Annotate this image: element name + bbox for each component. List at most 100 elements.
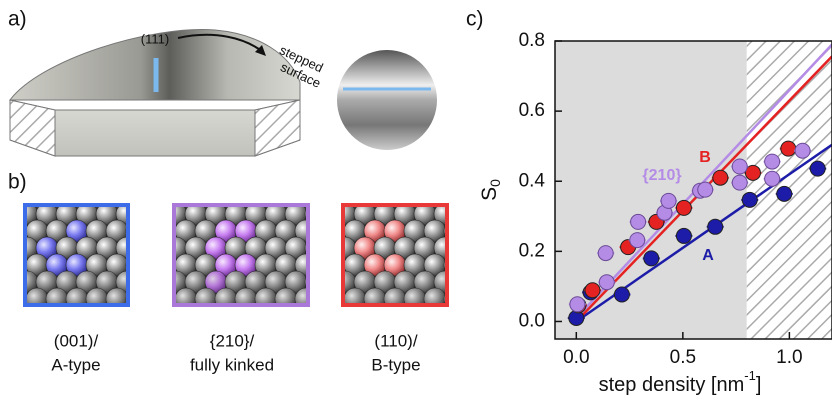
atom	[284, 270, 306, 294]
atom	[423, 253, 445, 277]
panel-label: b)	[8, 171, 27, 194]
atom-tile	[145, 203, 337, 310]
atom	[423, 287, 445, 303]
atom	[314, 271, 336, 293]
atom	[115, 270, 126, 294]
series-label: B	[699, 149, 711, 166]
atom	[0, 271, 18, 293]
data-point	[780, 140, 797, 157]
plot-frame	[554, 40, 832, 340]
panel-label: a)	[8, 8, 27, 31]
plot-area	[567, 43, 832, 326]
atom	[105, 253, 126, 277]
x-axis-label: step density [nm-1]	[599, 368, 762, 396]
data-point	[675, 227, 692, 244]
data-point	[569, 296, 586, 313]
atom	[294, 287, 306, 303]
atom	[304, 208, 306, 220]
panel-label: c)	[466, 8, 484, 31]
atom	[145, 203, 167, 225]
atom	[284, 236, 306, 260]
atom	[0, 203, 18, 225]
data-point	[712, 169, 729, 186]
data-point	[598, 274, 615, 291]
y-tick-label: 0.8	[519, 30, 545, 51]
atom	[474, 203, 496, 225]
atom	[484, 254, 506, 276]
x-tick-label: 0.0	[563, 347, 589, 368]
atom-tile	[0, 203, 168, 310]
atom	[304, 242, 306, 254]
data-point	[597, 245, 614, 262]
tile-caption: fully kinked	[190, 355, 274, 374]
atom	[454, 237, 476, 259]
data-point	[660, 192, 677, 209]
data-point	[731, 174, 748, 191]
y-tick-label: 0.0	[519, 310, 545, 331]
atom	[314, 237, 336, 259]
x-tick-label: 1.0	[776, 347, 802, 368]
atom	[146, 288, 168, 310]
atom	[443, 225, 445, 237]
data-point	[707, 218, 724, 235]
data-point	[630, 213, 647, 230]
atom	[464, 288, 486, 310]
tile-frame	[341, 203, 449, 307]
atom	[115, 236, 126, 260]
y-tick-label: 0.6	[519, 100, 545, 121]
atom	[145, 271, 167, 293]
atom	[464, 254, 486, 276]
data-point	[741, 191, 758, 208]
data-point	[675, 199, 692, 216]
crystal-lens	[8, 29, 301, 157]
atom-tile	[314, 203, 506, 310]
data-point	[764, 170, 781, 187]
atom	[454, 271, 476, 293]
atom	[474, 271, 496, 293]
atom	[443, 259, 445, 271]
crystal-sphere	[337, 50, 437, 150]
fit-line	[575, 43, 832, 319]
atom	[284, 207, 306, 226]
y-axis-label: S0	[478, 179, 503, 201]
data-point	[613, 286, 630, 303]
atom	[294, 219, 306, 243]
y-tick-label: 0.2	[519, 240, 545, 261]
tile-frame	[23, 203, 130, 307]
tile-caption: (001)/	[54, 331, 99, 350]
data-point	[776, 185, 793, 202]
atom	[146, 254, 168, 276]
atom	[315, 288, 337, 310]
atom	[443, 293, 445, 303]
atom	[136, 271, 158, 293]
atom	[146, 220, 168, 242]
series-label: A	[702, 247, 714, 264]
atom	[474, 237, 496, 259]
atom	[454, 203, 476, 225]
atom	[314, 203, 336, 225]
data-point	[629, 232, 646, 249]
x-tick-label: 0.5	[670, 347, 696, 368]
atom	[315, 254, 337, 276]
y-tick-label: 0.4	[519, 170, 546, 191]
atom	[136, 203, 158, 225]
data-point	[764, 153, 781, 170]
tile-frame	[172, 203, 310, 307]
atom	[484, 220, 506, 242]
atom	[105, 219, 126, 243]
data-point	[731, 158, 748, 175]
atom	[145, 237, 167, 259]
atom	[0, 237, 18, 259]
data-point	[643, 250, 660, 267]
atom	[294, 253, 306, 277]
atom	[484, 288, 506, 310]
tile-caption: (110)/	[374, 331, 417, 350]
atom	[105, 287, 126, 303]
atom	[433, 270, 445, 294]
facet-label: (111)	[141, 31, 169, 46]
atom	[423, 219, 445, 243]
atom	[136, 237, 158, 259]
data-point	[794, 142, 811, 159]
data-point	[697, 181, 714, 198]
